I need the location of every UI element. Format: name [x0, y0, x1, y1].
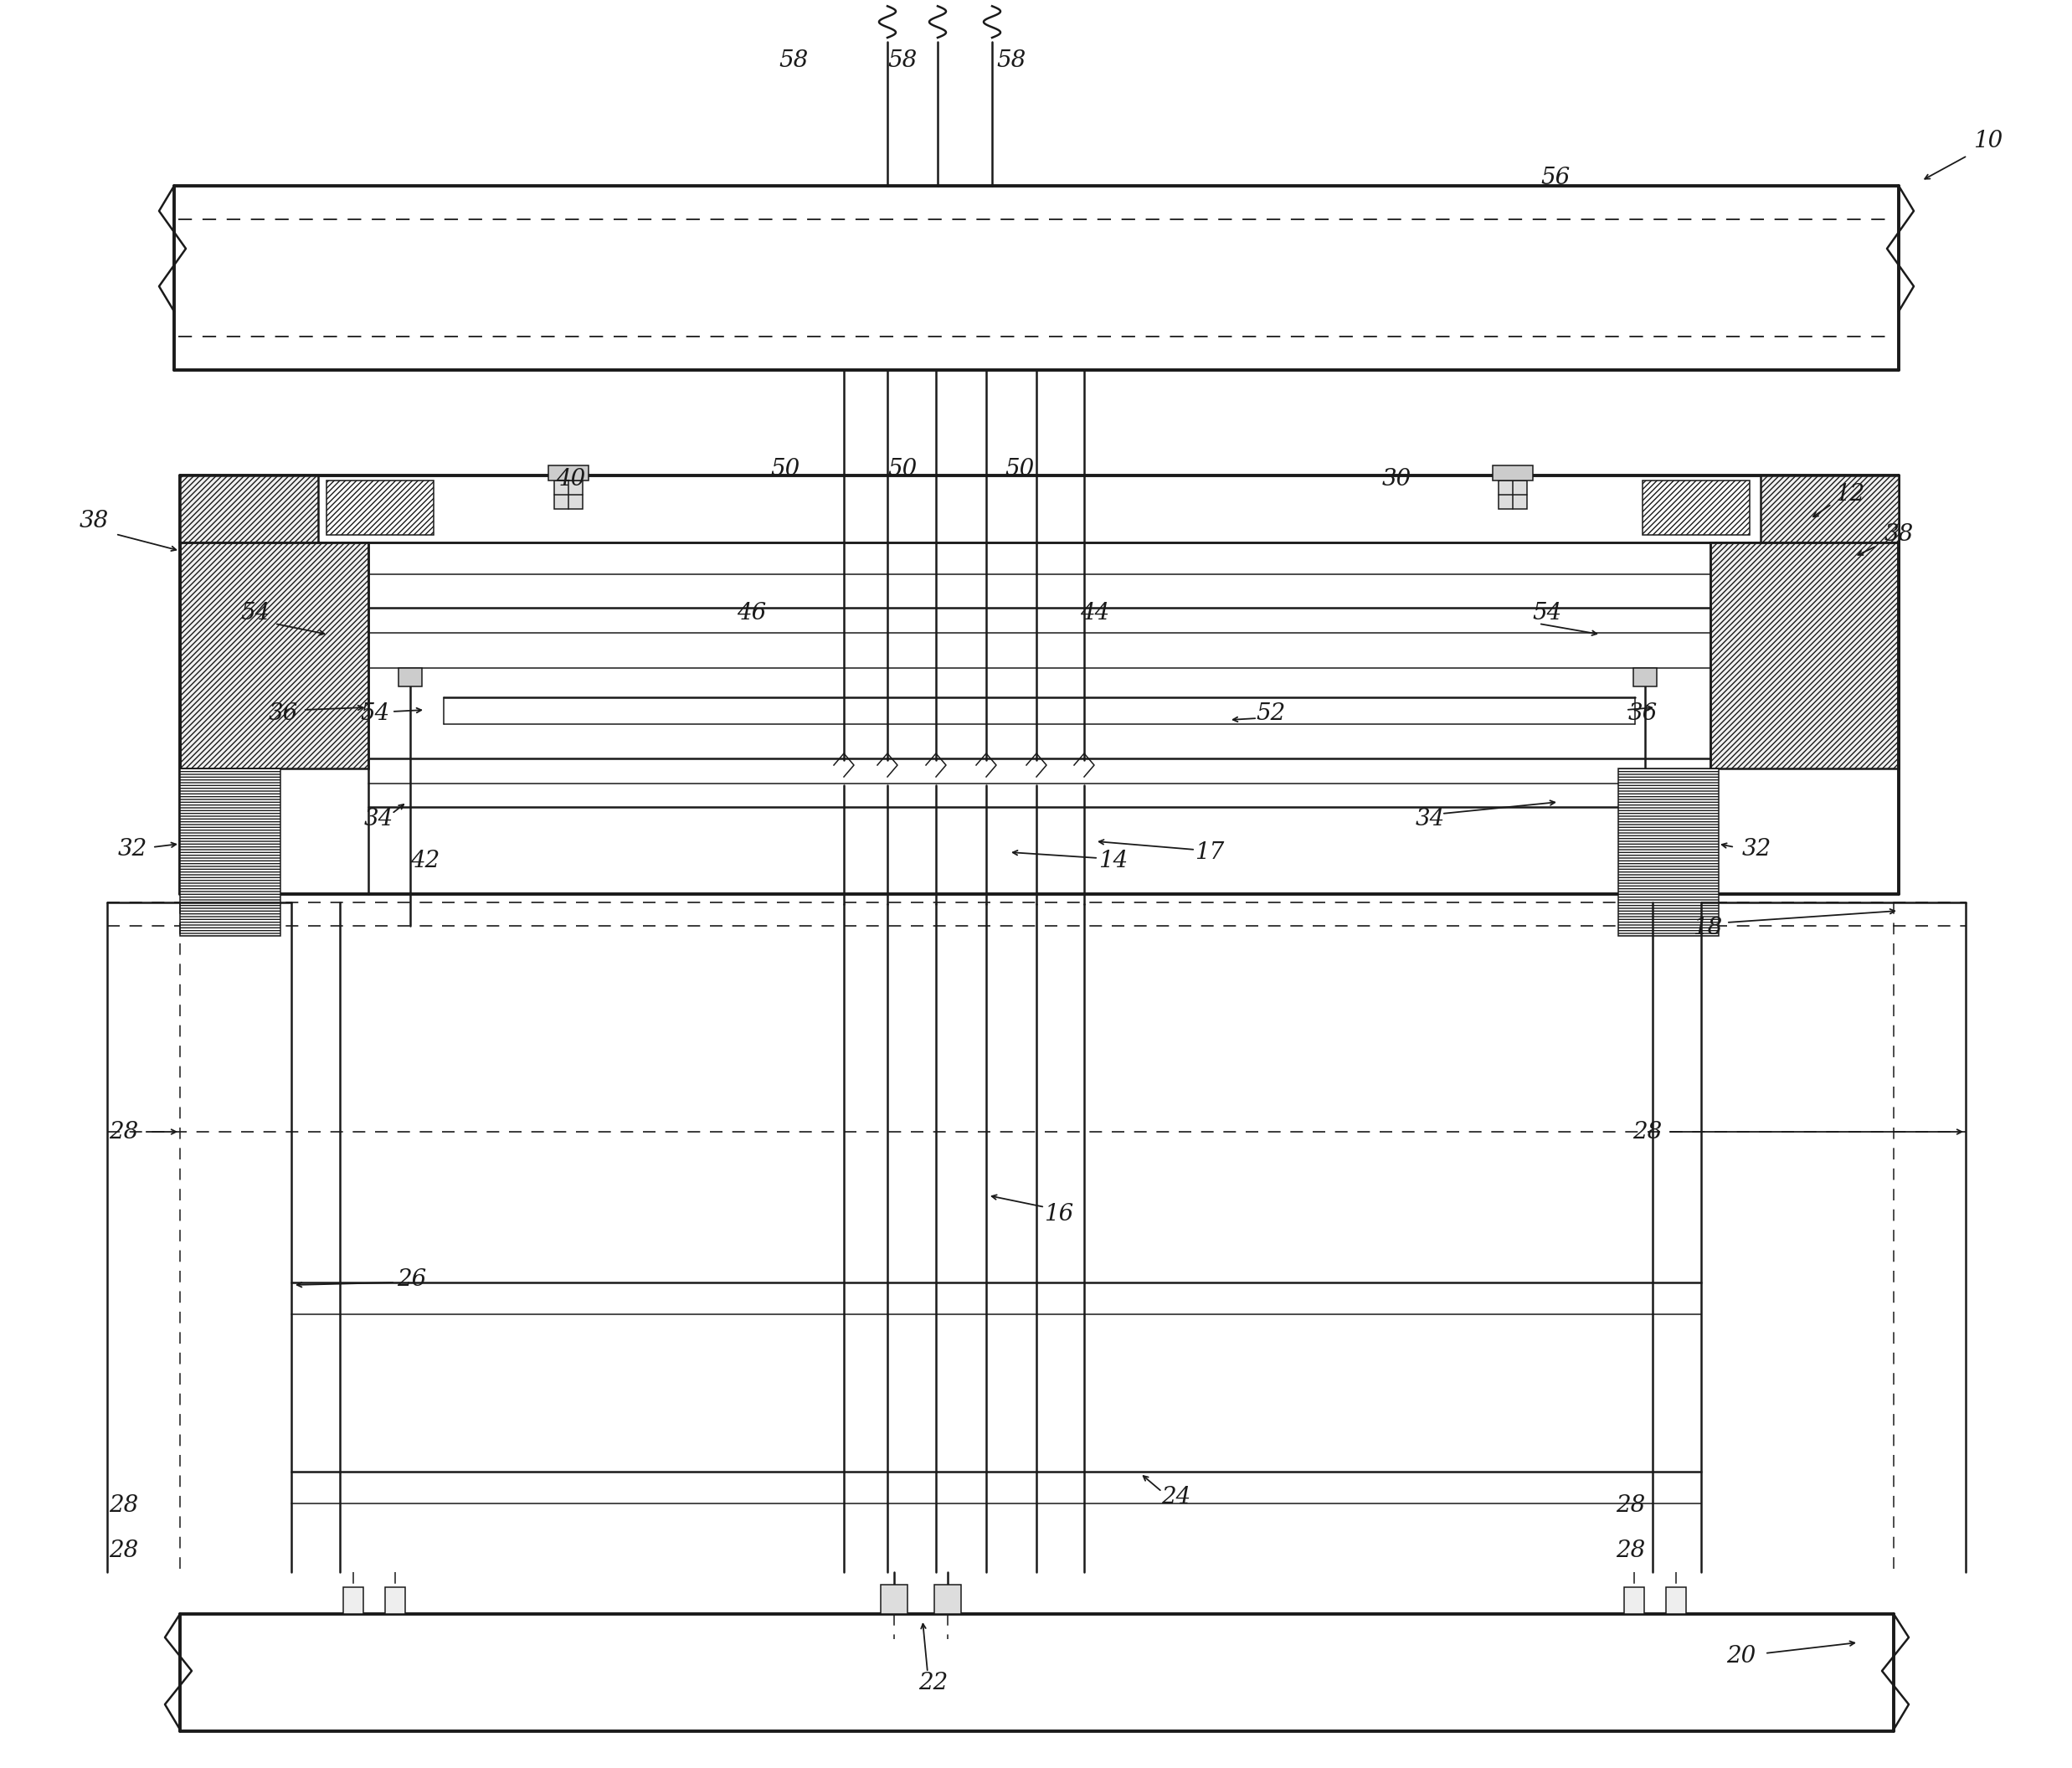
Bar [1492, 465, 1533, 481]
Bar [1633, 668, 1658, 686]
Text: 28: 28 [1616, 1540, 1645, 1561]
Text: 20: 20 [1726, 1644, 1757, 1667]
Text: 36: 36 [267, 702, 298, 725]
Bar [549, 465, 588, 481]
Text: 16: 16 [1044, 1202, 1073, 1225]
Bar [344, 1588, 363, 1614]
Text: 24: 24 [1162, 1485, 1191, 1508]
Bar [1624, 1588, 1645, 1614]
Bar [934, 1584, 961, 1614]
Text: 58: 58 [997, 50, 1026, 71]
Text: 14: 14 [1098, 849, 1127, 872]
Text: 30: 30 [1382, 467, 1411, 490]
Text: 22: 22 [918, 1671, 949, 1694]
Bar [1643, 481, 1749, 536]
Text: 50: 50 [1005, 458, 1034, 481]
Bar [398, 668, 423, 686]
Text: 26: 26 [398, 1268, 427, 1291]
Bar [1761, 476, 1898, 613]
Text: 54: 54 [361, 702, 390, 725]
Bar [1709, 543, 1898, 769]
Bar [180, 543, 369, 769]
Text: 34: 34 [1415, 808, 1444, 829]
Text: 50: 50 [887, 458, 918, 481]
Bar [385, 1588, 406, 1614]
Text: 28: 28 [1633, 1121, 1662, 1144]
Bar [327, 481, 433, 536]
Text: 38: 38 [79, 509, 108, 532]
Bar [1618, 769, 1718, 935]
Text: 58: 58 [887, 50, 918, 71]
Text: 32: 32 [118, 838, 147, 861]
Text: 54: 54 [1533, 601, 1562, 624]
Text: 40: 40 [555, 467, 586, 490]
Text: 28: 28 [110, 1540, 139, 1561]
Text: 46: 46 [738, 601, 767, 624]
Bar [180, 476, 319, 613]
Text: 32: 32 [1743, 838, 1772, 861]
Text: 28: 28 [110, 1494, 139, 1517]
Bar [1498, 481, 1527, 509]
Bar [881, 1584, 908, 1614]
Text: 28: 28 [1616, 1494, 1645, 1517]
Text: 58: 58 [779, 50, 808, 71]
Text: 36: 36 [1629, 702, 1658, 725]
Bar [180, 769, 280, 935]
Bar [553, 481, 582, 509]
Text: 34: 34 [365, 808, 394, 829]
Text: 18: 18 [1693, 916, 1722, 939]
Text: 44: 44 [1080, 601, 1111, 624]
Text: 52: 52 [1256, 702, 1285, 725]
Text: 12: 12 [1836, 483, 1865, 506]
Text: 38: 38 [1883, 523, 1912, 545]
Text: 54: 54 [240, 601, 269, 624]
Bar [1666, 1588, 1687, 1614]
Text: 17: 17 [1196, 842, 1225, 863]
Text: 10: 10 [1973, 129, 2004, 152]
Text: 28: 28 [110, 1121, 139, 1144]
Text: 56: 56 [1542, 166, 1571, 189]
Text: 42: 42 [410, 849, 439, 872]
Text: 50: 50 [771, 458, 800, 481]
